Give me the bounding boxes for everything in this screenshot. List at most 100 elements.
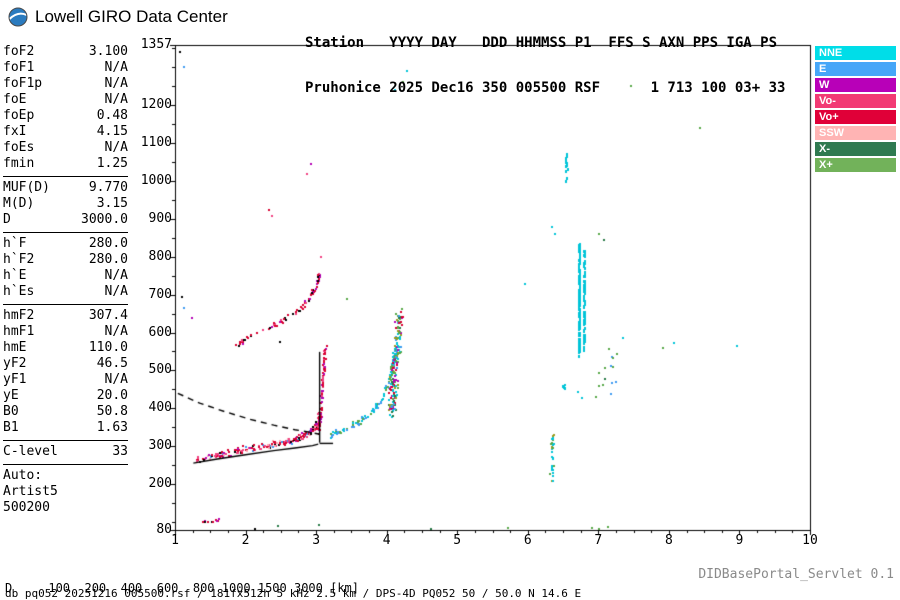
- param-label: B1: [3, 420, 19, 435]
- param-row-hme: hmE 110.0: [3, 340, 128, 356]
- param-row-he: h`E N/A: [3, 268, 128, 284]
- polarization-legend: NNE E W Vo- Vo+ SSW X- X+: [815, 46, 896, 174]
- x-tick-9: 9: [735, 533, 744, 548]
- param-row-b0: B0 50.8: [3, 404, 128, 420]
- param-value: 1.63: [96, 420, 128, 435]
- station-header: Station YYYY DAY DDD HHMMSS P1 FFS S AXN…: [305, 6, 785, 126]
- param-value: 307.4: [88, 308, 128, 323]
- param-row-hmf1: hmF1 N/A: [3, 324, 128, 340]
- divider: [3, 304, 128, 305]
- giro-globe-icon: [8, 7, 28, 27]
- y-tick-800: 800: [148, 248, 172, 264]
- status-bar-file-info: db pq052 20251216 005500.rsf / 181fx512h…: [5, 587, 582, 600]
- legend-item-xminus: X-: [815, 142, 896, 156]
- param-value: 280.0: [88, 236, 128, 251]
- muf-table: D 100 200 400 600 800 1000 1500 3000 [km…: [5, 551, 366, 600]
- param-value: N/A: [104, 268, 128, 283]
- param-label: hmE: [3, 340, 27, 355]
- y-tick-700: 700: [148, 286, 172, 302]
- param-label: Artist5: [3, 484, 58, 499]
- param-label: h`F2: [3, 252, 35, 267]
- param-row-foes: foEs N/A: [3, 140, 128, 156]
- param-label: 500200: [3, 500, 50, 515]
- param-label: yF1: [3, 372, 27, 387]
- param-row-foe: foE N/A: [3, 92, 128, 108]
- legend-item-nne: NNE: [815, 46, 896, 60]
- param-label: foEs: [3, 140, 35, 155]
- param-label: D: [3, 212, 11, 227]
- param-label: foF1: [3, 60, 35, 75]
- param-row-hf2: h`F2 280.0: [3, 252, 128, 268]
- param-value: 46.5: [96, 356, 128, 371]
- param-label: fmin: [3, 156, 35, 171]
- param-row-yf2: yF2 46.5: [3, 356, 128, 372]
- param-label: foE: [3, 92, 27, 107]
- y-tick-1200: 1200: [140, 96, 172, 112]
- param-label: foF1p: [3, 76, 43, 91]
- param-value: 33: [112, 444, 128, 459]
- param-row-md: M(D) 3.15: [3, 196, 128, 212]
- y-tick-1000: 1000: [140, 172, 172, 188]
- param-row-hmf2: hmF2 307.4: [3, 308, 128, 324]
- param-value: N/A: [104, 324, 128, 339]
- param-label: h`F: [3, 236, 27, 251]
- y-tick-200: 200: [148, 476, 172, 492]
- logo-text: Lowell GIRO Data Center: [35, 7, 228, 26]
- x-tick-2: 2: [241, 533, 250, 548]
- param-label: h`Es: [3, 284, 35, 299]
- y-tick-1357: 1357: [140, 37, 172, 52]
- muf-table-row-d: D 100 200 400 600 800 1000 1500 3000 [km…: [5, 581, 360, 595]
- param-row-fof1p: foF1p N/A: [3, 76, 128, 92]
- x-tick-7: 7: [594, 533, 603, 548]
- param-value: 1.25: [96, 156, 128, 171]
- param-value: N/A: [104, 60, 128, 75]
- y-tick-900: 900: [148, 210, 172, 226]
- param-label: M(D): [3, 196, 35, 211]
- param-label: Auto:: [3, 468, 43, 483]
- param-row-hes: h`Es N/A: [3, 284, 128, 300]
- param-label: C-level: [3, 444, 58, 459]
- param-value: N/A: [104, 140, 128, 155]
- divider: [3, 440, 128, 441]
- param-row-mufd: MUF(D) 9.770: [3, 180, 128, 196]
- param-value: 3.100: [88, 44, 128, 59]
- param-value: 110.0: [88, 340, 128, 355]
- param-row-500200: 500200: [3, 500, 128, 516]
- param-row-clevel: C-level 33: [3, 444, 128, 460]
- param-label: hmF1: [3, 324, 35, 339]
- param-label: foF2: [3, 44, 35, 59]
- station-header-line2: Pruhonice 2025 Dec16 350 005500 RSF 1 71…: [305, 80, 786, 96]
- param-row-fmin: fmin 1.25: [3, 156, 128, 172]
- parameter-panel: foF2 3.100 foF1 N/A foF1p N/A foE N/A foEp 0.48 fx…: [3, 44, 128, 516]
- param-value: 3.15: [96, 196, 128, 211]
- x-tick-5: 5: [453, 533, 462, 548]
- y-tick-80: 80: [156, 522, 172, 537]
- param-row-b1: B1 1.63: [3, 420, 128, 436]
- y-tick-300: 300: [148, 438, 172, 454]
- param-row-ye: yE 20.0: [3, 388, 128, 404]
- divider: [3, 176, 128, 177]
- param-value: N/A: [104, 92, 128, 107]
- station-header-line1: Station YYYY DAY DDD HHMMSS P1 FFS S AXN…: [305, 35, 778, 51]
- y-tick-500: 500: [148, 362, 172, 378]
- param-row-artist5: Artist5: [3, 484, 128, 500]
- y-tick-400: 400: [148, 400, 172, 416]
- x-tick-1: 1: [171, 533, 179, 548]
- param-value: 0.48: [96, 108, 128, 123]
- legend-item-w: W: [815, 78, 896, 92]
- param-value: N/A: [104, 372, 128, 387]
- param-label: h`E: [3, 268, 27, 283]
- legend-item-ssw: SSW: [815, 126, 896, 140]
- lowell-logo: Lowell GIRO Data Center: [8, 7, 228, 27]
- param-label: B0: [3, 404, 19, 419]
- x-tick-8: 8: [664, 533, 673, 548]
- param-row-foep: foEp 0.48: [3, 108, 128, 124]
- divider: [3, 464, 128, 465]
- param-label: hmF2: [3, 308, 35, 323]
- x-tick-6: 6: [523, 533, 532, 548]
- param-row-yf1: yF1 N/A: [3, 372, 128, 388]
- param-row-hf: h`F 280.0: [3, 236, 128, 252]
- param-label: MUF(D): [3, 180, 50, 195]
